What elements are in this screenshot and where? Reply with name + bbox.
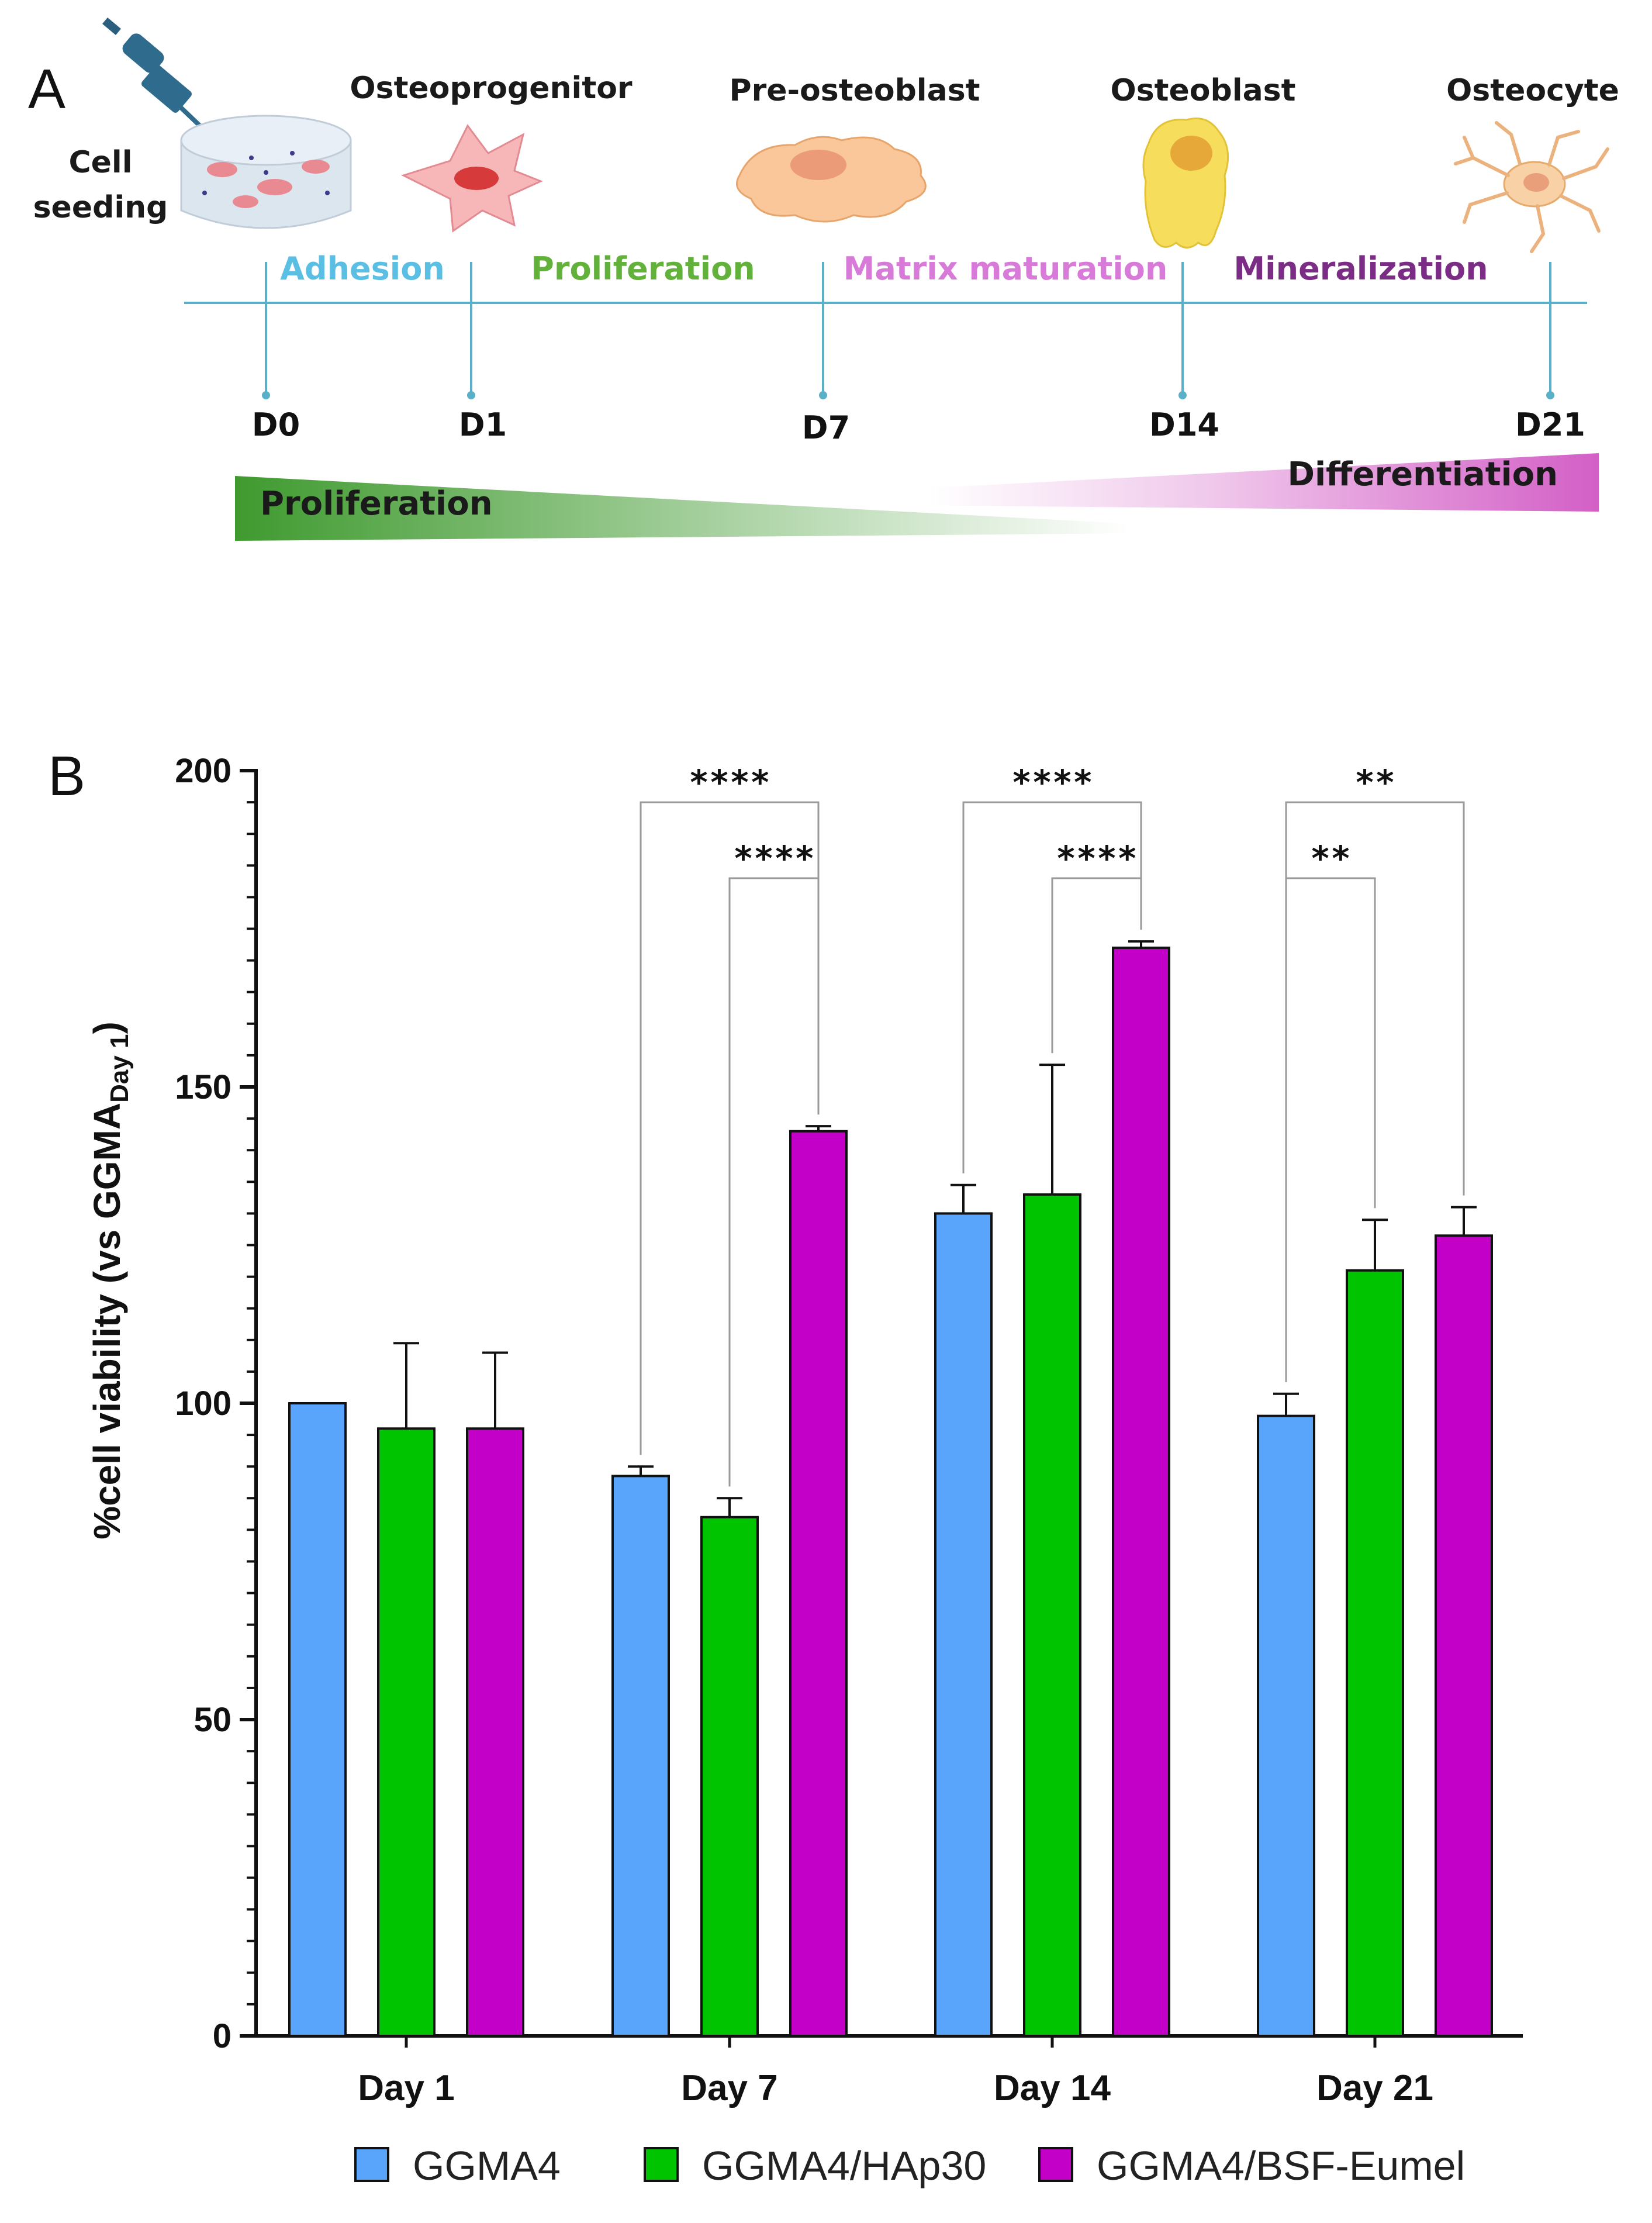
bar-ggma4-bsf-eumel-day-1 bbox=[466, 1427, 524, 2037]
osteoprogenitor-cell-icon bbox=[401, 124, 543, 233]
timeline-dot-d7 bbox=[819, 391, 827, 399]
significance-label: **** bbox=[689, 762, 770, 802]
bar-ggma4-bsf-eumel-day-21 bbox=[1435, 1234, 1493, 2037]
phase-label-adhesion: Adhesion bbox=[280, 250, 445, 287]
stage-label-osteocyte: Osteocyte bbox=[1446, 73, 1619, 108]
panel-a: A Cell seeding Osteoprogenitor Pre-osteo… bbox=[28, 17, 1619, 541]
gradient-label-differentiation: Differentiation bbox=[1287, 455, 1558, 493]
bar-ggma4-bsf-eumel-day-7 bbox=[789, 1130, 848, 2037]
significance-label: **** bbox=[1011, 762, 1093, 802]
y-axis-title-subscript: Day 1 bbox=[105, 1034, 134, 1102]
bar-ggma4-day-7 bbox=[611, 1475, 670, 2037]
timeline-dot-d0 bbox=[262, 391, 270, 399]
legend-label: GGMA4/HAp30 bbox=[702, 2143, 986, 2189]
x-tick-label: Day 1 bbox=[358, 2068, 454, 2108]
day-label-d7: D7 bbox=[802, 409, 850, 446]
day-label-d0: D0 bbox=[252, 406, 300, 443]
y-axis-title-close: ) bbox=[86, 1021, 128, 1034]
stage-label-osteoprogenitor: Osteoprogenitor bbox=[350, 71, 633, 106]
timeline-dot-d21 bbox=[1546, 391, 1554, 399]
bar-ggma4-hap30-day-14 bbox=[1023, 1193, 1081, 2037]
osteoblast-cell-icon bbox=[1142, 118, 1229, 248]
pipette-icon bbox=[102, 17, 204, 130]
y-axis: 0 50 100 150 200 bbox=[175, 752, 258, 2055]
significance-bracket bbox=[1285, 877, 1376, 1382]
legend-swatch bbox=[1038, 2147, 1073, 2182]
phase-label-mineralization: Mineralization bbox=[1233, 250, 1488, 287]
legend-label: GGMA4/BSF-Eumel bbox=[1097, 2143, 1465, 2189]
gradient-label-proliferation: Proliferation bbox=[260, 485, 493, 523]
osteocyte-cell-icon bbox=[1454, 121, 1609, 253]
panel-a-letter: A bbox=[28, 58, 65, 120]
stage-label-osteoblast: Osteoblast bbox=[1111, 73, 1296, 108]
cell-scaffold-icon bbox=[180, 115, 352, 229]
seeding-label-line2: seeding bbox=[33, 190, 168, 225]
error-bars bbox=[393, 940, 1477, 1517]
day-label-d21: D21 bbox=[1515, 406, 1585, 443]
significance-bracket bbox=[962, 801, 1142, 1173]
day-label-d1: D1 bbox=[459, 406, 507, 443]
proliferation-gradient-wedge bbox=[235, 476, 1286, 541]
phase-label-proliferation: Proliferation bbox=[531, 250, 755, 287]
significance-bracket bbox=[1051, 877, 1142, 1054]
significance-label: ** bbox=[1310, 838, 1351, 878]
x-tick-label: Day 7 bbox=[681, 2068, 777, 2108]
y-tick-label: 0 bbox=[213, 2017, 231, 2055]
x-tick-label: Day 14 bbox=[994, 2068, 1111, 2108]
y-ticks: 0 50 100 150 200 bbox=[175, 752, 256, 2055]
legend-swatch bbox=[354, 2147, 389, 2182]
differentiation-gradient-wedge bbox=[643, 453, 1599, 512]
bar-ggma4-bsf-eumel-day-14 bbox=[1112, 946, 1170, 2037]
timeline-ticks bbox=[262, 262, 1554, 399]
y-tick-label: 200 bbox=[175, 752, 231, 790]
legend-swatch bbox=[644, 2147, 679, 2182]
bar-ggma4-hap30-day-7 bbox=[700, 1516, 759, 2037]
x-category-labels: Day 1 Day 7 Day 14 Day 21 bbox=[358, 2036, 1433, 2108]
y-axis-title: %cell viability (vs GGMADay 1) bbox=[86, 1021, 134, 1539]
legend: GGMA4 GGMA4/HAp30 GGMA4/BSF-Eumel bbox=[354, 2143, 1465, 2189]
bar-ggma4-day-1 bbox=[288, 1402, 347, 2037]
significance-bracket bbox=[728, 877, 820, 1487]
significance-label: ** bbox=[1354, 762, 1395, 802]
x-tick-label: Day 21 bbox=[1316, 2068, 1433, 2108]
y-tick-label: 50 bbox=[193, 1701, 231, 1739]
significance-label: **** bbox=[733, 838, 815, 878]
day-label-d14: D14 bbox=[1149, 406, 1219, 443]
y-axis-title-main: %cell viability (vs GGMA bbox=[86, 1103, 128, 1539]
phase-label-matrix-maturation: Matrix maturation bbox=[844, 250, 1168, 287]
bar-ggma4-day-21 bbox=[1257, 1414, 1315, 2037]
panel-b-letter: B bbox=[48, 745, 85, 807]
seeding-label-line1: Cell bbox=[68, 145, 132, 180]
bars bbox=[288, 946, 1493, 2037]
significance-brackets: ******************** bbox=[640, 762, 1465, 1487]
bar-ggma4-hap30-day-1 bbox=[377, 1427, 436, 2037]
legend-label: GGMA4 bbox=[413, 2143, 561, 2189]
pre-osteoblast-cell-icon bbox=[736, 136, 927, 223]
timeline-dot-d1 bbox=[467, 391, 475, 399]
timeline-dot-d14 bbox=[1178, 391, 1187, 399]
y-tick-label: 100 bbox=[175, 1385, 231, 1423]
y-tick-label: 150 bbox=[175, 1068, 231, 1106]
significance-label: **** bbox=[1056, 838, 1138, 878]
bar-ggma4-hap30-day-21 bbox=[1346, 1269, 1404, 2037]
bar-ggma4-day-14 bbox=[934, 1212, 993, 2037]
stage-label-pre-osteoblast: Pre-osteoblast bbox=[729, 73, 980, 108]
